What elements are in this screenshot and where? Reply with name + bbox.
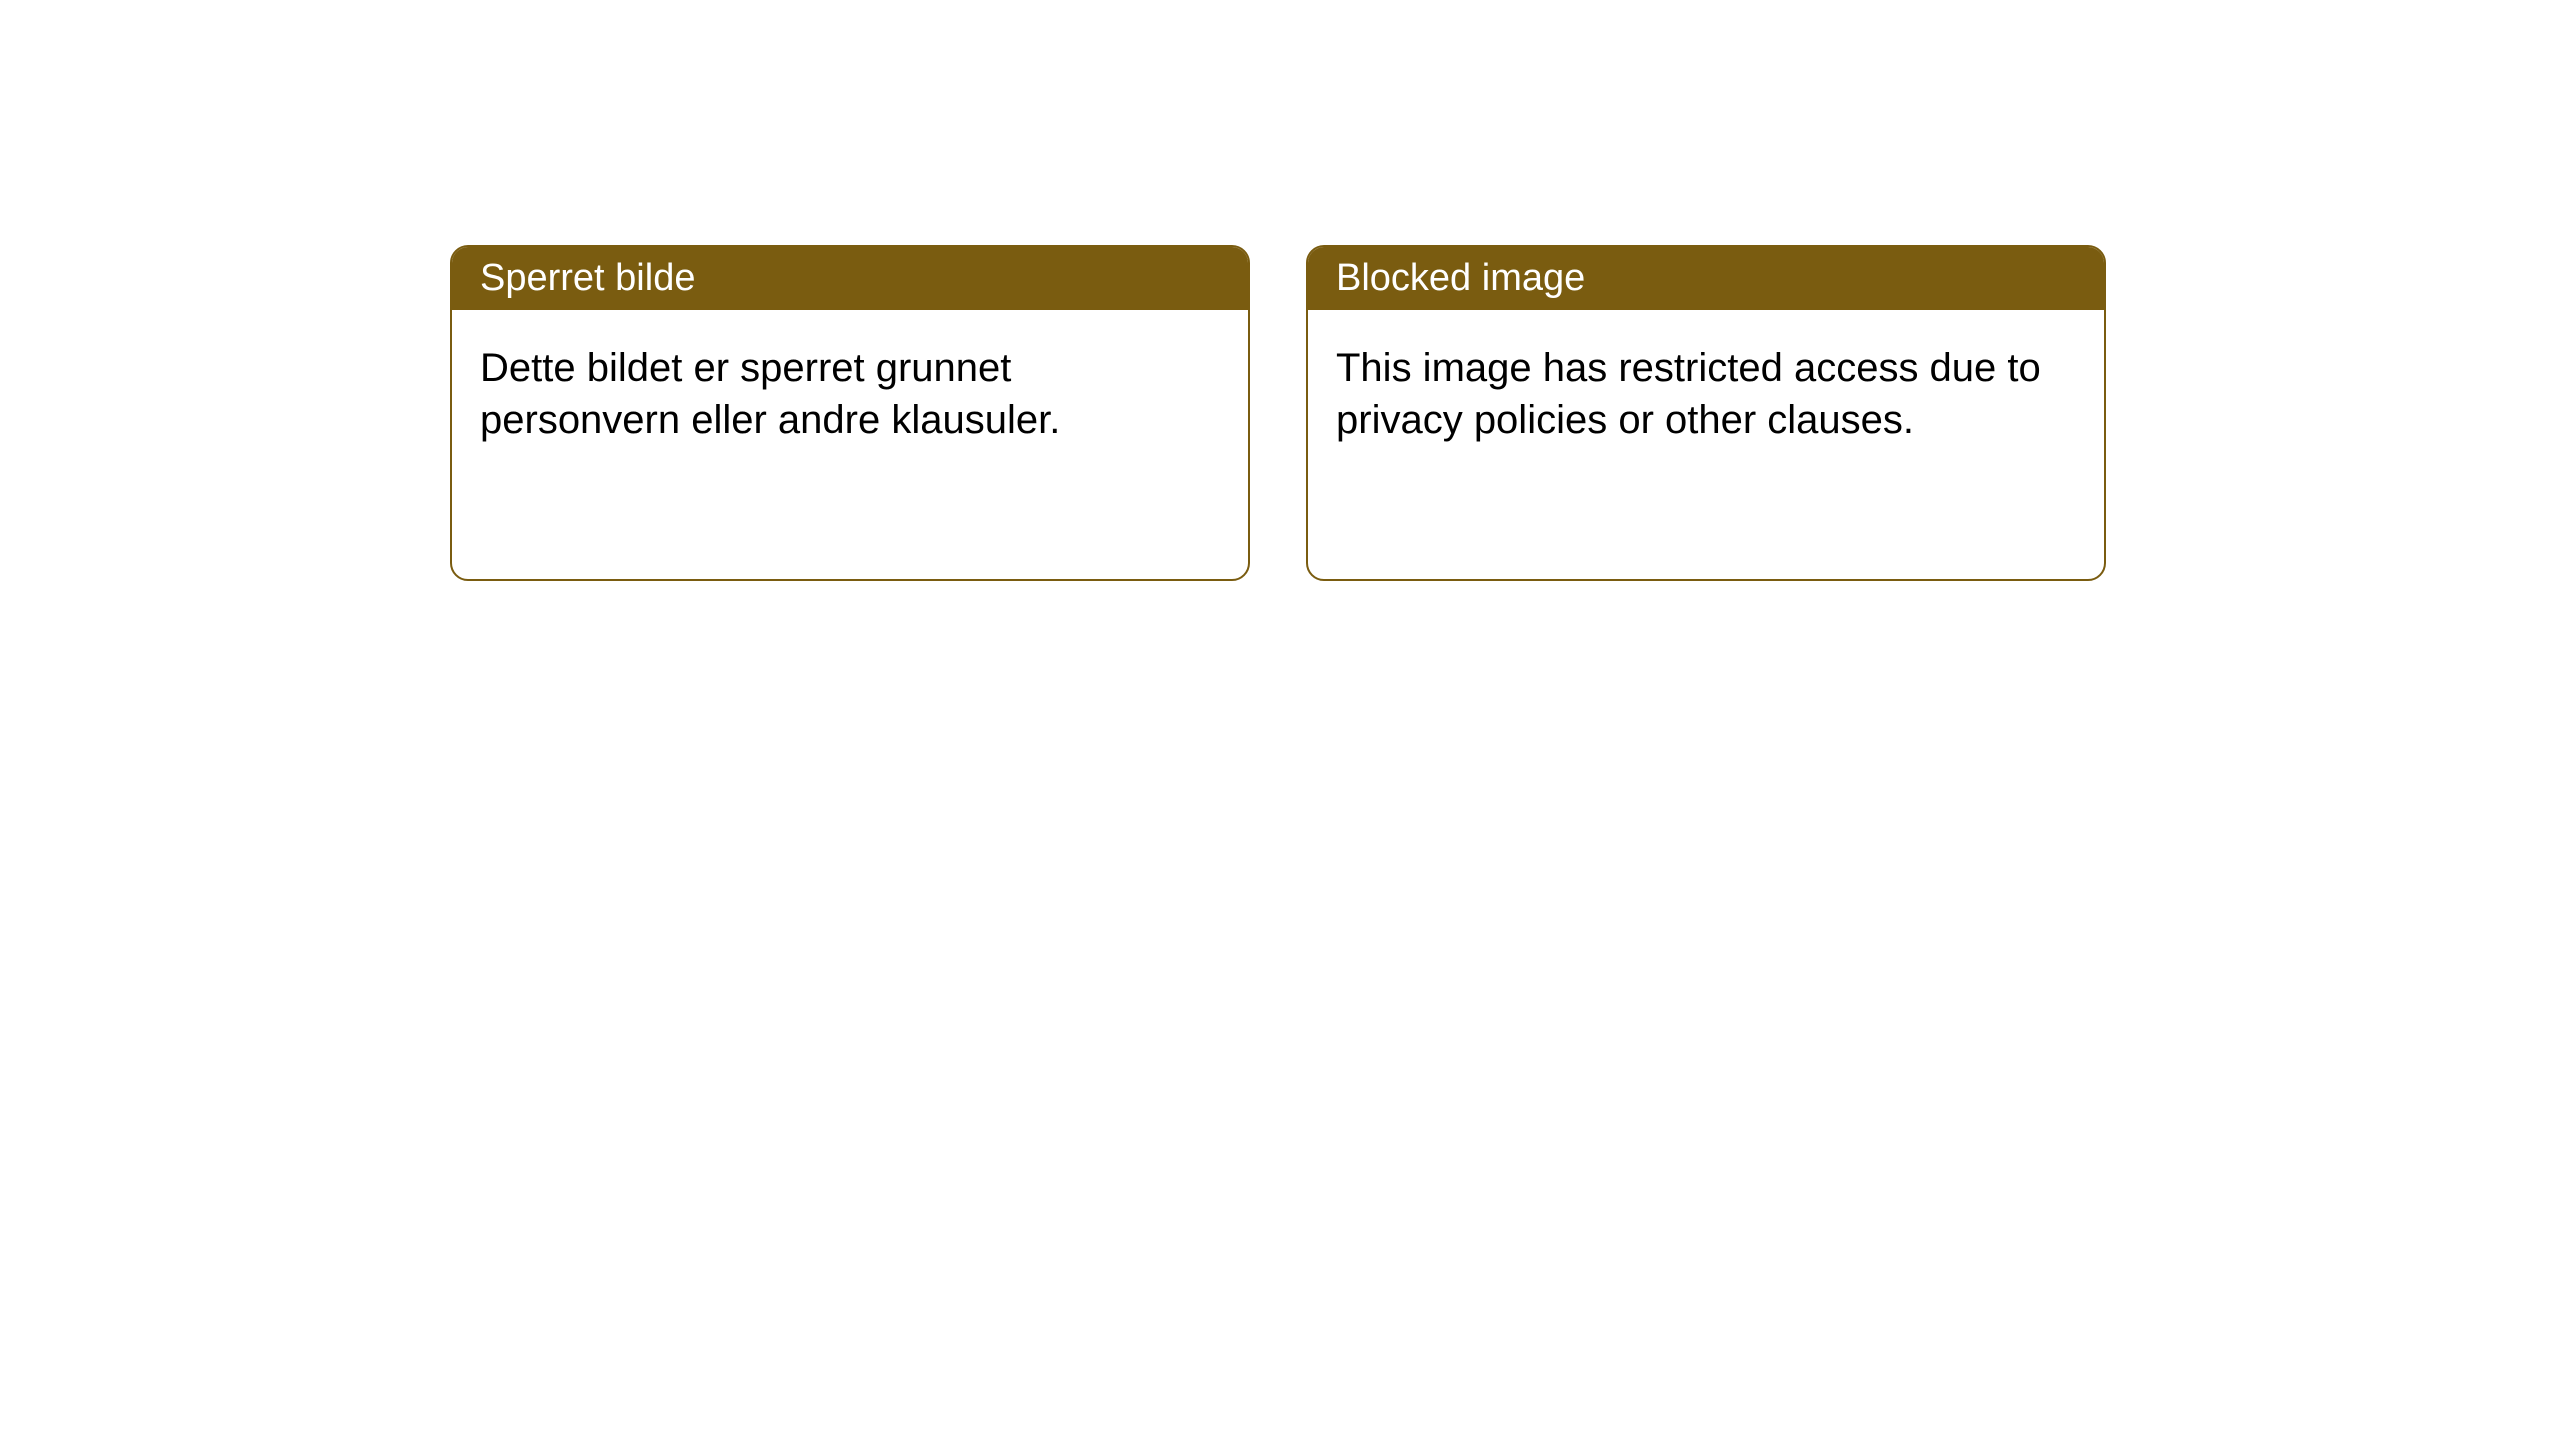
blocked-image-card-en: Blocked image This image has restricted … (1306, 245, 2106, 581)
cards-container: Sperret bilde Dette bildet er sperret gr… (0, 0, 2560, 581)
card-header: Sperret bilde (452, 247, 1248, 310)
blocked-image-card-no: Sperret bilde Dette bildet er sperret gr… (450, 245, 1250, 581)
card-body: This image has restricted access due to … (1308, 310, 2104, 478)
card-body: Dette bildet er sperret grunnet personve… (452, 310, 1248, 478)
card-header: Blocked image (1308, 247, 2104, 310)
